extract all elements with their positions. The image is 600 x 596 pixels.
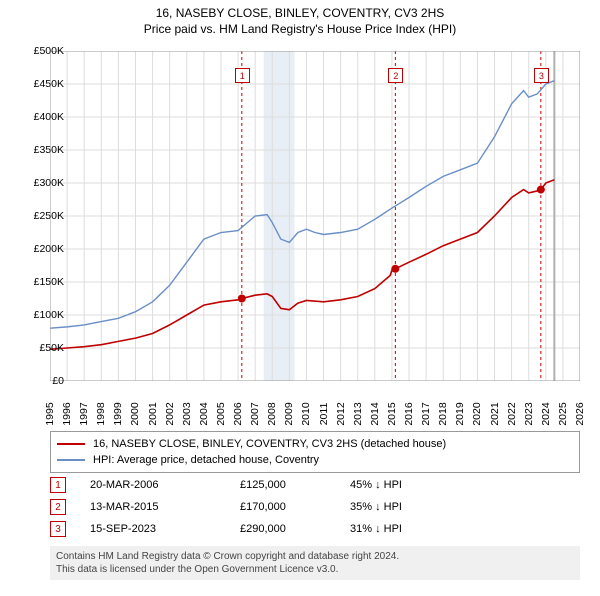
x-tick-label: 2022 bbox=[506, 402, 518, 425]
marker-price: £125,000 bbox=[240, 479, 350, 491]
x-tick-label: 2012 bbox=[335, 402, 347, 425]
x-tick-label: 2016 bbox=[403, 402, 415, 425]
y-tick-label: £450K bbox=[34, 78, 64, 90]
y-tick-label: £350K bbox=[34, 144, 64, 156]
footer: Contains HM Land Registry data © Crown c… bbox=[50, 546, 580, 580]
marker-date: 15-SEP-2023 bbox=[90, 523, 240, 535]
chart-marker-badge: 2 bbox=[388, 68, 403, 83]
legend-row-hpi: HPI: Average price, detached house, Cove… bbox=[57, 452, 573, 468]
x-tick-label: 2001 bbox=[147, 402, 159, 425]
legend-swatch-hpi bbox=[57, 459, 85, 461]
x-tick-label: 2019 bbox=[454, 402, 466, 425]
x-tick-label: 2014 bbox=[369, 402, 381, 425]
marker-date: 13-MAR-2015 bbox=[90, 501, 240, 513]
chart-svg bbox=[50, 51, 580, 381]
marker-row: 2 13-MAR-2015£170,00035% ↓ HPI bbox=[50, 496, 580, 518]
y-tick-label: £500K bbox=[34, 45, 64, 57]
y-tick-label: £0 bbox=[52, 375, 64, 387]
legend: 16, NASEBY CLOSE, BINLEY, COVENTRY, CV3 … bbox=[50, 431, 580, 473]
footer-line1: Contains HM Land Registry data © Crown c… bbox=[56, 550, 574, 563]
marker-price: £290,000 bbox=[240, 523, 350, 535]
x-tick-label: 2000 bbox=[129, 402, 141, 425]
y-tick-label: £250K bbox=[34, 210, 64, 222]
chart-container: 16, NASEBY CLOSE, BINLEY, COVENTRY, CV3 … bbox=[0, 6, 600, 596]
x-tick-label: 2026 bbox=[574, 402, 586, 425]
marker-badge: 2 bbox=[50, 499, 66, 515]
x-tick-label: 2007 bbox=[249, 402, 261, 425]
marker-delta: 35% ↓ HPI bbox=[350, 501, 402, 513]
marker-badge: 3 bbox=[50, 521, 66, 537]
x-tick-label: 2011 bbox=[318, 403, 330, 426]
legend-label-price: 16, NASEBY CLOSE, BINLEY, COVENTRY, CV3 … bbox=[93, 438, 446, 450]
x-tick-label: 2017 bbox=[420, 402, 432, 425]
y-tick-label: £400K bbox=[34, 111, 64, 123]
x-tick-label: 1998 bbox=[95, 402, 107, 425]
x-tick-label: 2006 bbox=[232, 402, 244, 425]
marker-row: 1 20-MAR-2006£125,00045% ↓ HPI bbox=[50, 474, 580, 496]
x-tick-label: 1997 bbox=[78, 402, 90, 425]
marker-date: 20-MAR-2006 bbox=[90, 479, 240, 491]
y-tick-label: £50K bbox=[39, 342, 64, 354]
x-tick-label: 2003 bbox=[181, 402, 193, 425]
x-tick-label: 2005 bbox=[215, 402, 227, 425]
x-tick-label: 2023 bbox=[523, 402, 535, 425]
chart-title-line1: 16, NASEBY CLOSE, BINLEY, COVENTRY, CV3 … bbox=[0, 6, 600, 20]
x-tick-label: 2024 bbox=[540, 402, 552, 425]
marker-table: 1 20-MAR-2006£125,00045% ↓ HPI 2 13-MAR-201… bbox=[50, 474, 580, 540]
marker-price: £170,000 bbox=[240, 501, 350, 513]
x-tick-label: 2004 bbox=[198, 402, 210, 425]
chart-plot-area bbox=[50, 51, 580, 381]
x-tick-label: 2018 bbox=[437, 402, 449, 425]
x-tick-label: 2010 bbox=[300, 402, 312, 425]
x-tick-label: 2009 bbox=[283, 402, 295, 425]
x-tick-label: 2013 bbox=[352, 402, 364, 425]
legend-row-price: 16, NASEBY CLOSE, BINLEY, COVENTRY, CV3 … bbox=[57, 436, 573, 452]
y-tick-label: £150K bbox=[34, 276, 64, 288]
x-tick-label: 2008 bbox=[266, 402, 278, 425]
marker-row: 3 15-SEP-2023£290,00031% ↓ HPI bbox=[50, 518, 580, 540]
legend-label-hpi: HPI: Average price, detached house, Cove… bbox=[93, 454, 319, 466]
marker-badge: 1 bbox=[50, 477, 66, 493]
chart-marker-badge: 1 bbox=[235, 68, 250, 83]
x-tick-label: 2021 bbox=[489, 402, 501, 425]
x-tick-label: 2020 bbox=[471, 402, 483, 425]
chart-marker-badge: 3 bbox=[534, 68, 549, 83]
marker-delta: 31% ↓ HPI bbox=[350, 523, 402, 535]
x-tick-label: 2002 bbox=[164, 402, 176, 425]
chart-title-line2: Price paid vs. HM Land Registry's House … bbox=[0, 22, 600, 36]
x-tick-label: 2015 bbox=[386, 402, 398, 425]
y-tick-label: £300K bbox=[34, 177, 64, 189]
x-tick-label: 1999 bbox=[112, 402, 124, 425]
footer-line2: This data is licensed under the Open Gov… bbox=[56, 563, 574, 576]
legend-swatch-price bbox=[57, 443, 85, 445]
y-tick-label: £200K bbox=[34, 243, 64, 255]
x-tick-label: 1995 bbox=[44, 402, 56, 425]
x-tick-label: 1996 bbox=[61, 402, 73, 425]
x-tick-label: 2025 bbox=[557, 402, 569, 425]
y-tick-label: £100K bbox=[34, 309, 64, 321]
marker-delta: 45% ↓ HPI bbox=[350, 479, 402, 491]
